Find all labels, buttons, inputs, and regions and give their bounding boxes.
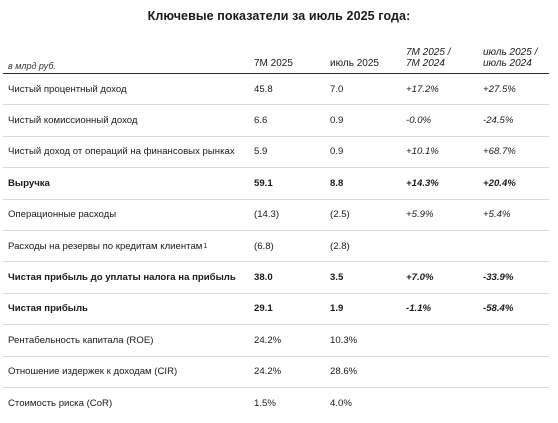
value-july-yoy-change: -33.9%	[483, 272, 514, 284]
value-july-2025: 1.9	[330, 303, 344, 315]
row-label: Отношение издержек к доходам (CIR)	[8, 357, 177, 387]
value-july-2025: 28.6%	[330, 366, 358, 378]
table-row: Чистая прибыль 29.1 1.9 -1.1% -58.4%	[3, 294, 549, 326]
table-row: Чистый комиссионный доход 6.6 0.9 -0.0% -24.…	[3, 105, 549, 137]
value-july-2025: 3.5	[330, 272, 344, 284]
row-label: Чистая прибыль до уплаты налога на прибы…	[8, 262, 236, 292]
value-7m-2025: (14.3)	[254, 209, 280, 221]
value-july-2025: 10.3%	[330, 334, 358, 346]
value-july-yoy-change: +27.5%	[483, 83, 516, 95]
row-label: Выручка	[8, 168, 50, 198]
row-label: Расходы на резервы по кредитам клиентам 1	[8, 231, 207, 261]
row-label-text: Чистый доход от операций на финансовых р…	[8, 146, 235, 158]
value-july-2025: 8.8	[330, 177, 344, 189]
value-7m-2025: (6.8)	[254, 240, 274, 252]
value-july-yoy-change: -58.4%	[483, 303, 514, 315]
table-row: Чистый доход от операций на финансовых р…	[3, 137, 549, 169]
value-7m-yoy-change: +10.1%	[406, 146, 439, 158]
value-july-yoy-change: +5.4%	[483, 209, 511, 221]
row-label-text: Рентабельность капитала (ROE)	[8, 334, 154, 346]
value-july-2025: (2.8)	[330, 240, 350, 252]
table-row: Рентабельность капитала (ROE) 24.2% 10.3%	[3, 325, 549, 357]
table-row: Расходы на резервы по кредитам клиентам 1…	[3, 231, 549, 263]
column-header-7m-2025: 7М 2025	[254, 58, 293, 69]
table-row: Чистая прибыль до уплаты налога на прибы…	[3, 262, 549, 294]
column-header-7m-yoy: 7М 2025 /7М 2024	[406, 47, 451, 69]
value-7m-2025: 24.2%	[254, 366, 282, 378]
table-row: Операционные расходы (14.3) (2.5) +5.9% +5.4…	[3, 200, 549, 231]
key-indicators-table: в млрд руб. 7М 2025 июль 2025 7М 2025 /7…	[3, 40, 549, 418]
row-label-text: Чистый комиссионный доход	[8, 115, 138, 127]
row-label: Рентабельность капитала (ROE)	[8, 325, 153, 355]
value-7m-2025: 5.9	[254, 146, 268, 158]
row-label-text: Чистая прибыль до уплаты налога на прибы…	[8, 272, 236, 284]
row-label-text: Чистый процентный доход	[8, 83, 127, 95]
value-7m-2025: 38.0	[254, 272, 273, 284]
value-july-2025: 7.0	[330, 83, 344, 95]
column-header-july-2025: июль 2025	[330, 58, 379, 69]
table-header: в млрд руб. 7М 2025 июль 2025 7М 2025 /7…	[3, 40, 549, 74]
value-july-2025: (2.5)	[330, 209, 350, 221]
table-body: Чистый процентный доход 45.8 7.0 +17.2% +27.…	[3, 74, 549, 418]
value-7m-yoy-change: +14.3%	[406, 177, 439, 189]
page-title: Ключевые показатели за июль 2025 года:	[147, 9, 411, 23]
table-row: Отношение издержек к доходам (CIR) 24.2% 2…	[3, 357, 549, 388]
row-label: Чистый процентный доход	[8, 74, 127, 104]
row-label-text: Выручка	[8, 177, 50, 189]
row-label-text: Отношение издержек к доходам (CIR)	[8, 366, 178, 378]
value-july-yoy-change: -24.5%	[483, 115, 514, 127]
row-label-text: Операционные расходы	[8, 209, 117, 221]
row-label: Чистая прибыль	[8, 294, 88, 324]
units-label: в млрд руб.	[8, 61, 56, 71]
value-7m-2025: 1.5%	[254, 397, 276, 409]
value-7m-2025: 59.1	[254, 177, 273, 189]
row-label: Операционные расходы	[8, 200, 116, 230]
row-label-text: Расходы на резервы по кредитам клиентам	[8, 240, 203, 252]
table-row: Чистый процентный доход 45.8 7.0 +17.2% +27.…	[3, 74, 549, 106]
value-7m-yoy-change: +5.9%	[406, 209, 434, 221]
value-july-2025: 4.0%	[330, 397, 352, 409]
table-row: Выручка 59.1 8.8 +14.3% +20.4%	[3, 168, 549, 200]
row-label: Чистый доход от операций на финансовых р…	[8, 137, 235, 167]
row-label-text: Стоимость риска (CoR)	[8, 397, 113, 409]
value-7m-yoy-change: -1.1%	[406, 303, 432, 315]
value-7m-2025: 24.2%	[254, 334, 282, 346]
table-row: Стоимость риска (CoR) 1.5% 4.0%	[3, 388, 549, 418]
value-7m-yoy-change: +7.0%	[406, 272, 434, 284]
row-label-text: Чистая прибыль	[8, 303, 88, 315]
row-label: Стоимость риска (CoR)	[8, 388, 112, 418]
value-july-2025: 0.9	[330, 115, 344, 127]
row-label: Чистый комиссионный доход	[8, 105, 138, 135]
value-7m-2025: 29.1	[254, 303, 273, 315]
value-7m-yoy-change: +17.2%	[406, 83, 439, 95]
value-7m-2025: 6.6	[254, 115, 268, 127]
footnote-marker: 1	[203, 242, 208, 250]
value-7m-yoy-change: -0.0%	[406, 115, 432, 127]
value-july-yoy-change: +68.7%	[483, 146, 516, 158]
column-header-july-yoy: июль 2025 /июль 2024	[483, 47, 538, 69]
value-july-yoy-change: +20.4%	[483, 177, 516, 189]
value-july-2025: 0.9	[330, 146, 344, 158]
value-7m-2025: 45.8	[254, 83, 273, 95]
